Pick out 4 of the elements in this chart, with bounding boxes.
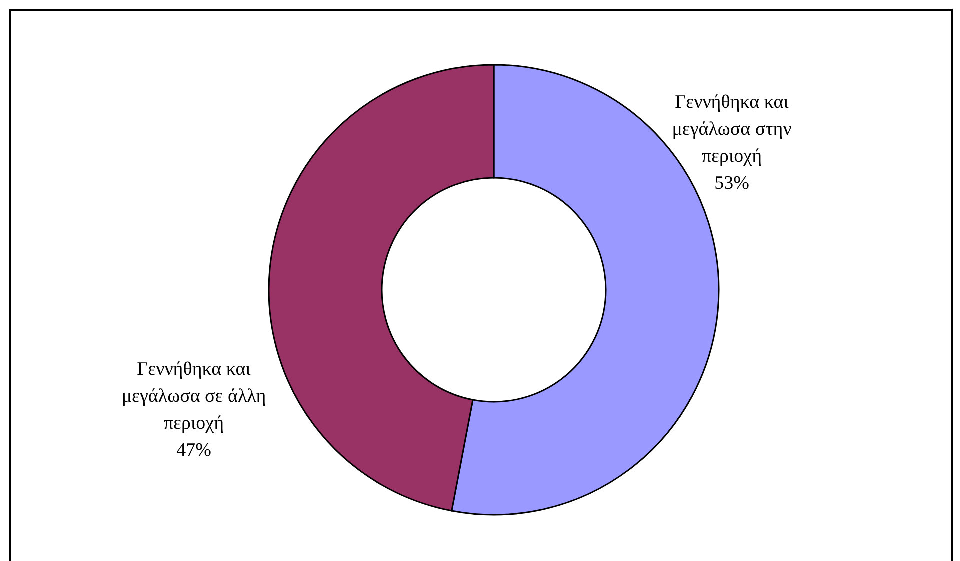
slice-label: Γεννήθηκα και μεγάλωσα σε άλλη περιοχή [122, 359, 266, 434]
data-label: 47% [176, 440, 212, 461]
slice-label: Γεννήθηκα και μεγάλωσα στην περιοχή [672, 92, 792, 167]
data-label: 53% [714, 173, 750, 194]
